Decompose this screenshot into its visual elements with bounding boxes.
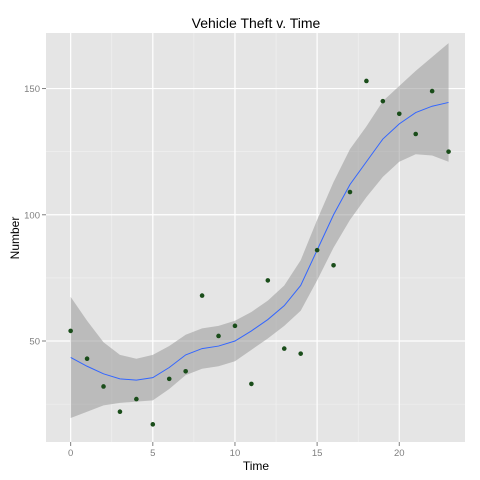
data-point — [281, 346, 287, 351]
data-point — [298, 351, 303, 356]
data-point — [364, 78, 369, 84]
data-point — [117, 409, 123, 415]
data-point — [347, 189, 353, 195]
confidence-band — [70, 43, 449, 419]
data-point — [314, 247, 320, 253]
data-point — [199, 293, 205, 298]
data-point — [134, 396, 139, 402]
y-axis-title: Number — [8, 217, 22, 260]
chart-title: Vehicle Theft v. Time — [192, 15, 321, 31]
tick-layer: 0 5 10 15 20 50 100 150 — [24, 84, 404, 459]
data-point — [166, 376, 172, 382]
x-tick-label: 5 — [150, 448, 155, 459]
data-point — [249, 381, 254, 387]
y-tick-label: 100 — [24, 210, 40, 221]
x-tick-label: 10 — [230, 448, 241, 459]
x-tick-label: 15 — [312, 448, 323, 459]
y-tick-label: 150 — [24, 84, 40, 95]
x-tick-label: 0 — [68, 448, 73, 459]
data-point — [150, 422, 156, 427]
data-point — [216, 333, 221, 339]
y-tick-label: 50 — [29, 337, 40, 348]
x-axis-title: Time — [243, 459, 270, 473]
smooth-fit-line — [70, 101, 449, 381]
point-layer — [68, 78, 451, 427]
data-point — [396, 111, 402, 117]
confidence-band-layer — [70, 43, 449, 419]
x-tick-label: 20 — [394, 448, 405, 459]
data-point — [265, 278, 271, 283]
data-point — [429, 88, 435, 94]
data-point — [331, 262, 336, 268]
smooth-line-layer — [70, 101, 449, 381]
data-point — [413, 131, 419, 137]
data-point — [380, 98, 386, 104]
data-point — [84, 356, 90, 361]
data-point — [446, 149, 451, 154]
data-point — [183, 369, 188, 374]
data-point — [68, 328, 73, 334]
data-point — [101, 384, 106, 389]
data-point — [232, 323, 238, 329]
